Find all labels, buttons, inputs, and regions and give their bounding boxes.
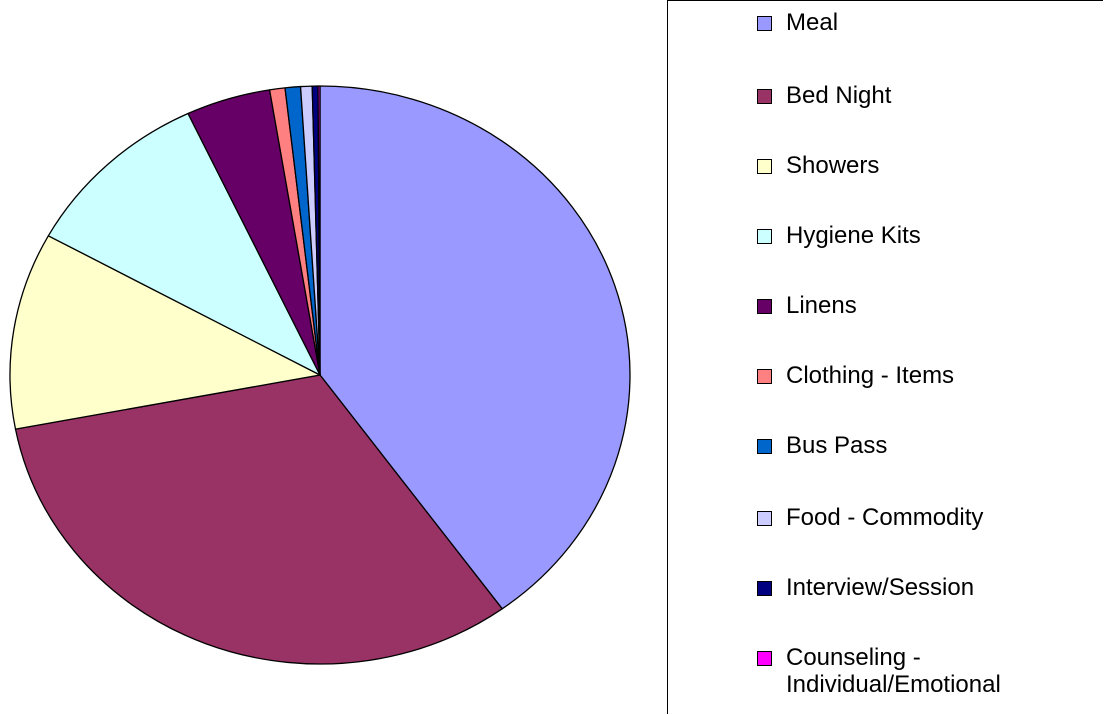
legend-swatch	[757, 229, 772, 244]
legend-item: Hygiene Kits	[757, 222, 1097, 249]
pie-slice	[9, 235, 321, 430]
legend-item: Interview/Session	[757, 574, 1097, 601]
legend-swatch	[757, 16, 772, 31]
legend-label: Bed Night	[786, 82, 892, 109]
legend-label: Linens	[786, 292, 857, 319]
legend-swatch	[757, 299, 772, 314]
legend-item: Counseling - Individual/Emotional	[757, 644, 1097, 698]
legend-label: Showers	[786, 152, 880, 179]
legend-label: Bus Pass	[786, 432, 888, 459]
pie-chart	[9, 85, 631, 665]
pie-slice	[14, 374, 503, 665]
legend-item: Food - Commodity	[757, 504, 1097, 531]
legend-label: Clothing - Items	[786, 362, 955, 389]
pie-slice	[317, 85, 321, 376]
legend-label: Counseling - Individual/Emotional	[786, 644, 1001, 698]
legend-label: Meal	[786, 9, 839, 36]
legend-item: Meal	[757, 9, 1097, 36]
legend-item: Showers	[757, 152, 1097, 179]
legend-item: Clothing - Items	[757, 362, 1097, 389]
legend-label: Interview/Session	[786, 574, 975, 601]
legend: Meal Bed Night Showers Hygiene Kits Linens Cl…	[667, 0, 1103, 714]
legend-swatch	[757, 159, 772, 174]
legend-item: Bed Night	[757, 82, 1097, 109]
legend-item: Bus Pass	[757, 432, 1097, 459]
legend-swatch	[757, 581, 772, 596]
pie-slice	[319, 85, 631, 610]
legend-label: Hygiene Kits	[786, 222, 921, 249]
pie-slice	[47, 112, 321, 376]
legend-swatch	[757, 651, 772, 666]
legend-label: Food - Commodity	[786, 504, 984, 531]
legend-item: Linens	[757, 292, 1097, 319]
legend-swatch	[757, 439, 772, 454]
legend-swatch	[757, 369, 772, 384]
legend-swatch	[757, 511, 772, 526]
legend-swatch	[757, 89, 772, 104]
